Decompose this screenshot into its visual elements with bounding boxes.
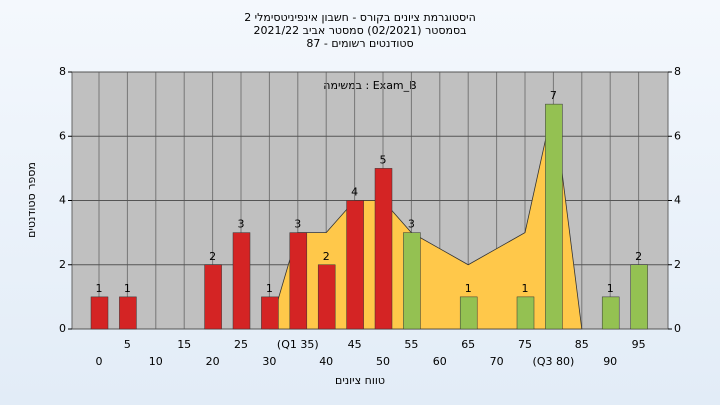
x-tick-label: 85: [575, 338, 589, 351]
value-label: 4: [351, 186, 358, 199]
y-axis-label: מספר סטודנטים: [25, 162, 38, 238]
chart-title: היסטוגרמת ציונים בקורס - חשבון אינפיניטס…: [244, 11, 476, 50]
x-tick-label: 50: [376, 355, 390, 368]
x-tick-label: 0: [96, 355, 103, 368]
title-line: בסמסטר (02/2021) סמסטר אביב 2021/22: [253, 24, 466, 37]
y2-tick-label: 8: [674, 65, 681, 78]
value-label: 3: [294, 218, 301, 231]
bar: [204, 264, 222, 330]
x-tick-label: 65: [461, 338, 475, 351]
bar: [261, 296, 279, 330]
y-tick-label: 2: [59, 258, 66, 271]
bar: [317, 264, 336, 330]
y2-tick-label: 4: [674, 194, 681, 207]
value-label: 2: [209, 250, 216, 263]
bar: [516, 296, 535, 330]
x-tick-label: 30: [262, 355, 276, 368]
value-label: 7: [550, 89, 557, 102]
value-label: 2: [323, 250, 330, 263]
y2-tick-label: 6: [674, 129, 681, 142]
x-axis-label: טווח ציונים: [335, 374, 385, 387]
x-tick-label: 20: [206, 355, 220, 368]
x-tick-label: 55: [404, 338, 418, 351]
annotation: במשימה : Exam_B: [323, 79, 416, 92]
value-label: 1: [522, 282, 529, 295]
value-label: 3: [408, 218, 415, 231]
y-tick-label: 0: [59, 322, 66, 335]
bar: [459, 296, 478, 330]
value-label: 1: [607, 282, 614, 295]
x-tick-label: (Q3 80): [533, 355, 575, 368]
value-label: 3: [238, 218, 245, 231]
x-tick-label: 75: [518, 338, 532, 351]
value-label: 1: [465, 282, 472, 295]
x-tick-label: 25: [234, 338, 248, 351]
x-tick-label: 70: [490, 355, 504, 368]
x-tick-label: 95: [632, 338, 646, 351]
y-tick-label: 4: [59, 194, 66, 207]
bar: [374, 168, 393, 330]
value-label: 2: [635, 250, 642, 263]
value-label: 1: [96, 282, 103, 295]
bar: [630, 264, 648, 330]
x-tick-label: (Q1 35): [277, 338, 319, 351]
bar: [119, 296, 137, 330]
bar: [601, 296, 620, 330]
bar: [90, 296, 109, 330]
bar: [346, 200, 364, 330]
bar: [545, 103, 563, 330]
x-tick-label: 90: [603, 355, 617, 368]
x-tick-label: 5: [124, 338, 131, 351]
x-tick-label: 10: [149, 355, 163, 368]
value-label: 1: [266, 282, 273, 295]
bar: [232, 232, 251, 330]
title-line: היסטוגרמת ציונים בקורס - חשבון אינפיניטס…: [244, 11, 476, 24]
bar: [403, 232, 421, 330]
value-label: 1: [124, 282, 131, 295]
x-tick-label: 45: [348, 338, 362, 351]
y2-tick-label: 2: [674, 258, 681, 271]
y-tick-label: 8: [59, 65, 66, 78]
x-tick-label: 60: [433, 355, 447, 368]
bar: [289, 232, 308, 330]
y-tick-label: 6: [59, 129, 66, 142]
title-line: סטודנטים רשומים - 87: [306, 37, 413, 50]
value-label: 5: [380, 153, 387, 166]
x-tick-label: 15: [177, 338, 191, 351]
x-tick-label: 40: [319, 355, 333, 368]
y2-tick-label: 0: [674, 322, 681, 335]
